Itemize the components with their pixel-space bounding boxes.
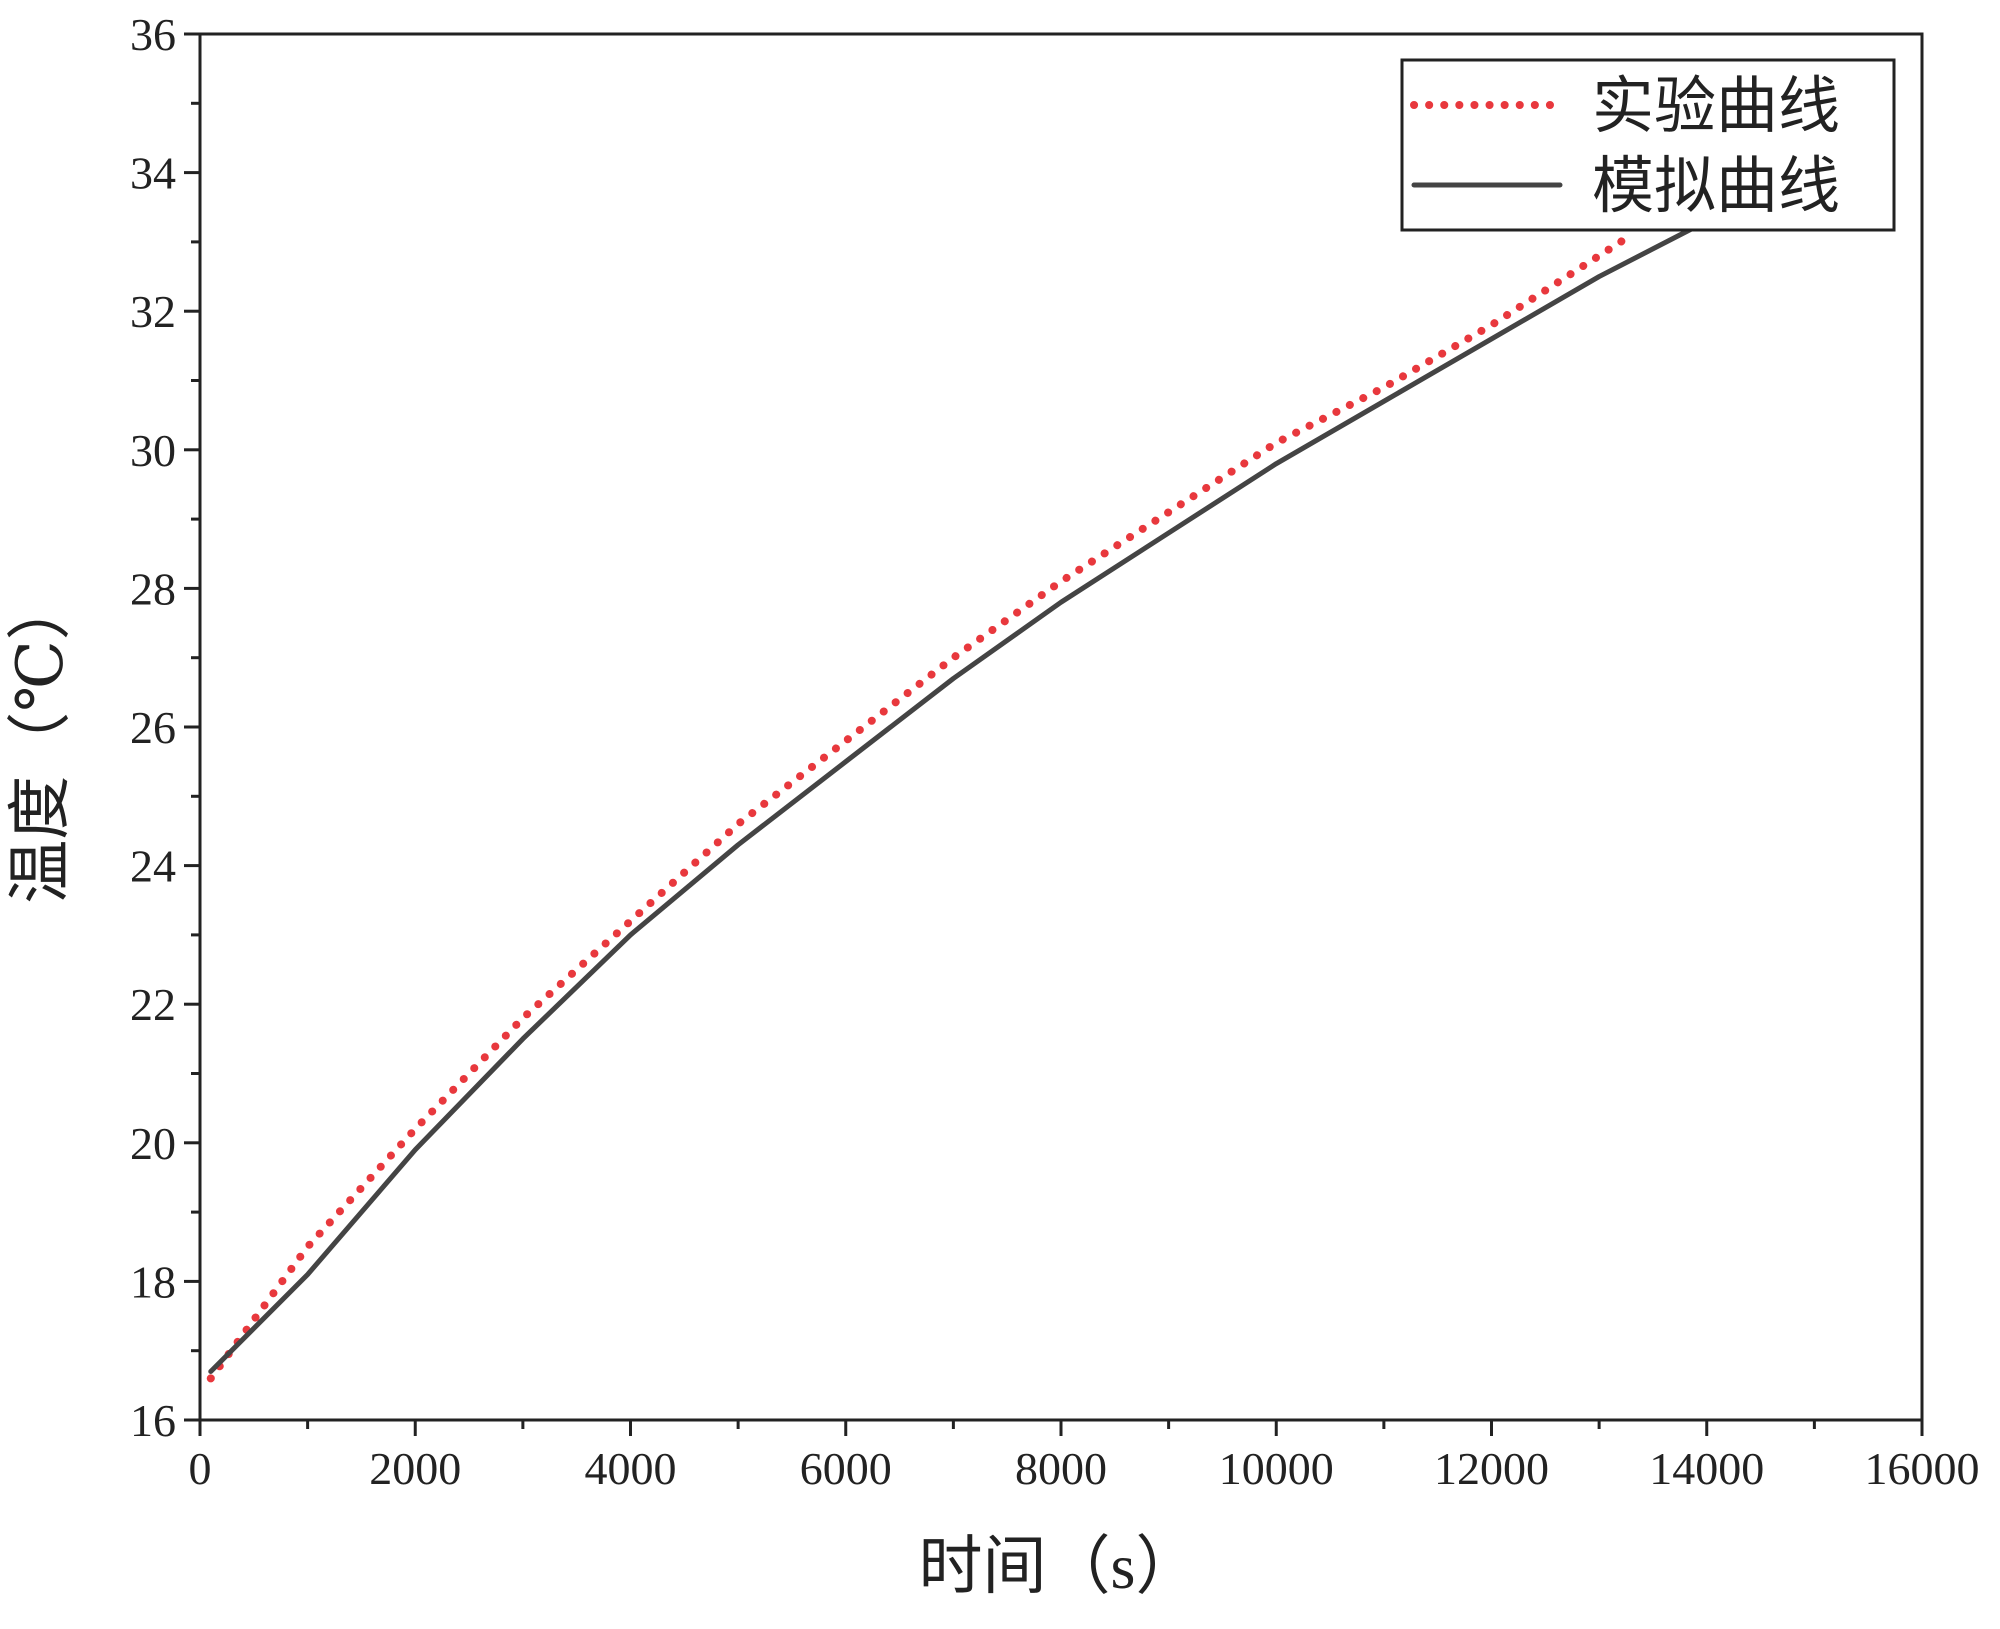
x-tick-label: 16000 (1865, 1443, 1980, 1494)
legend-box (1400, 58, 1896, 232)
y-tick-label: 28 (130, 563, 176, 614)
x-tick-label: 12000 (1434, 1443, 1549, 1494)
legend-label: 实验曲线 (1592, 73, 1840, 141)
series-line (208, 218, 1710, 1374)
x-tick-label: 4000 (585, 1443, 677, 1494)
legend-label: 模拟曲线 (1592, 153, 1840, 221)
series-line (206, 230, 1636, 1383)
y-tick-label: 26 (130, 702, 176, 753)
x-tick-label: 2000 (369, 1443, 461, 1494)
y-tick-label: 20 (130, 1118, 176, 1169)
x-tick-label: 6000 (800, 1443, 892, 1494)
y-tick-label: 24 (130, 841, 176, 892)
y-tick-label: 32 (130, 286, 176, 337)
x-tick-label: 0 (189, 1443, 212, 1494)
x-axis-label: 时间（s） (919, 1531, 1200, 1602)
x-tick-label: 8000 (1015, 1443, 1107, 1494)
y-tick-label: 34 (130, 148, 176, 199)
y-tick-label: 18 (130, 1256, 176, 1307)
x-tick-label: 14000 (1649, 1443, 1764, 1494)
y-axis-label: 温度（℃） (5, 576, 76, 904)
y-tick-label: 22 (130, 979, 176, 1030)
y-tick-label: 36 (130, 9, 176, 60)
y-tick-label: 16 (130, 1395, 176, 1446)
y-tick-label: 30 (130, 425, 176, 476)
plot-frame (198, 32, 1924, 1422)
x-tick-label: 10000 (1219, 1443, 1334, 1494)
